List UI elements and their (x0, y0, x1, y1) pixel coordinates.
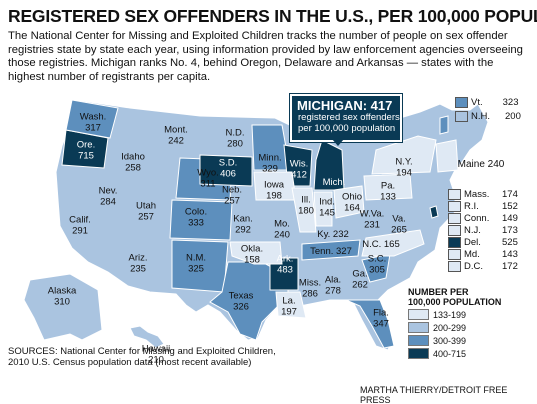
legend-item: 200-299 (408, 322, 508, 333)
state-label-utah: Utah 257 (135, 200, 157, 222)
michigan-callout: MICHIGAN: 417 registered sex offenders p… (289, 93, 403, 143)
swatch-icon (448, 261, 461, 272)
state-label-sd: S.D. 406 (218, 157, 238, 179)
swatch-icon (455, 111, 468, 122)
state-label-ky: Ky. 232 (317, 228, 349, 240)
state-label-ark: Ark. 483 (276, 253, 294, 275)
state-label-fla: Fla. 347 (373, 307, 389, 329)
state-label-ny: N.Y. 194 (395, 156, 413, 178)
callout-heading: MICHIGAN: 417 (297, 98, 393, 113)
pennsylvania-shape (363, 173, 413, 201)
state-label-texas: Texas 326 (228, 290, 254, 312)
legend-item: 300-399 (408, 335, 508, 346)
credit: MARTHA THIERRY/DETROIT FREE PRESS (360, 385, 508, 404)
colorado-shape (169, 199, 233, 241)
state-label-wyo: Wyo. 311 (197, 167, 219, 189)
side-state-md: Md. 143 (448, 249, 518, 260)
state-label-va: Va. 265 (391, 213, 407, 235)
oklahoma-shape (229, 241, 283, 265)
description: The National Center for Missing and Expl… (8, 30, 523, 83)
state-label-miss: Miss. 286 (298, 277, 322, 299)
state-label-wash: Wash. 317 (79, 111, 107, 133)
side-state-del: Del. 525 (448, 237, 518, 248)
swatch-icon (448, 189, 461, 200)
state-label-nev: Nev. 284 (98, 185, 118, 207)
ohio-shape (333, 185, 365, 219)
state-label-ore: Ore. 715 (76, 139, 96, 161)
state-label-idaho: Idaho 258 (121, 151, 145, 173)
side-state-vt: Vt. 323 (455, 97, 518, 108)
state-label-ohio: Ohio 164 (341, 191, 363, 213)
legend-item: 133-199 (408, 309, 508, 320)
tennessee-shape (301, 239, 361, 261)
state-label-nc: N.C. 165 (362, 238, 400, 250)
delaware-shape (429, 205, 439, 219)
side-state-dc: D.C. 172 (448, 261, 518, 272)
state-label-ga: Ga. 262 (352, 268, 368, 290)
illinois-shape (291, 187, 317, 233)
swatch-icon (455, 97, 468, 108)
legend: NUMBER PER 100,000 POPULATION 133-199 20… (408, 287, 508, 359)
side-state-nj: N.J. 173 (448, 225, 518, 236)
legend-heading-1: NUMBER PER (408, 287, 469, 297)
swatch-icon (448, 237, 461, 248)
state-label-colo: Colo. 333 (184, 206, 208, 228)
state-label-iowa: Iowa 198 (263, 179, 285, 201)
callout-line-2: per 100,000 population (298, 122, 396, 134)
swatch-icon (448, 249, 461, 260)
state-label-mo: Mo. 240 (274, 218, 290, 240)
state-label-ala: Ala. 278 (324, 274, 342, 296)
alaska-shape (23, 273, 103, 341)
side-state-ri: R.I. 152 (448, 201, 518, 212)
state-label-nm: N.M. 325 (185, 252, 207, 274)
state-label-ariz: Ariz. 235 (128, 252, 148, 274)
state-label-sc: S.C. 305 (367, 253, 387, 275)
state-label-la: La. 197 (281, 295, 297, 317)
state-label-wis: Wis. 412 (289, 158, 309, 180)
legend-item: 400-715 (408, 348, 508, 359)
north-carolina-shape (361, 229, 425, 257)
state-label-alaska: Alaska 310 (47, 285, 77, 307)
swatch-icon (448, 201, 461, 212)
page-title: REGISTERED SEX OFFENDERS IN THE U.S., PE… (8, 6, 537, 26)
state-label-calif: Calif. 291 (69, 214, 91, 236)
michigan-shape (313, 139, 345, 191)
side-state-conn: Conn. 149 (448, 213, 518, 224)
state-label-ill: Ill. 180 (298, 194, 314, 216)
new-england-shape (435, 139, 459, 173)
state-label-okla: Okla. 158 (240, 243, 264, 265)
state-label-ind: Ind. 145 (319, 196, 335, 218)
new-york-shape (371, 135, 437, 175)
state-label-minn: Minn. 329 (258, 152, 282, 174)
indiana-shape (313, 191, 333, 227)
side-state-mass: Mass. 174 (448, 189, 518, 200)
state-label-mont: Mont. 242 (164, 124, 188, 146)
legend-heading-2: 100,000 POPULATION (408, 297, 502, 307)
state-label-neb: Neb. 257 (221, 184, 243, 206)
vermont-shape (439, 115, 449, 135)
louisiana-shape (275, 291, 307, 319)
washington-shape (65, 99, 119, 139)
swatch-icon (448, 225, 461, 236)
hawaii-shape (129, 325, 165, 349)
state-label-tenn: Tenn. 327 (310, 245, 352, 257)
state-label-pa: Pa. 133 (380, 180, 396, 202)
south-dakota-shape (199, 154, 253, 187)
state-label-maine: Maine 240 (457, 158, 505, 170)
state-label-hawaii: Hawaii 210 (141, 343, 171, 365)
state-label-mich: Mich. (322, 176, 346, 188)
arkansas-shape (269, 257, 299, 291)
state-label-wva: W.Va. 231 (359, 208, 385, 230)
florida-shape (345, 299, 395, 349)
callout-line-1: registered sex offenders (298, 112, 400, 123)
side-state-nh: N.H. 200 (455, 111, 521, 122)
swatch-icon (448, 213, 461, 224)
sources: SOURCES: National Center for Missing and… (8, 346, 276, 368)
state-label-kan: Kan. 292 (233, 213, 253, 235)
state-label-nd: N.D. 280 (225, 127, 245, 149)
